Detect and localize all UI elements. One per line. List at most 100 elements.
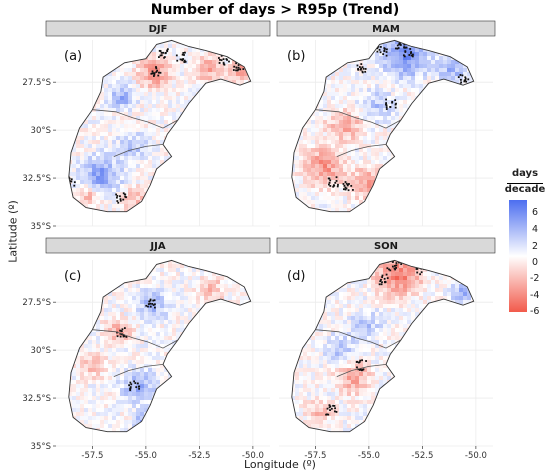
- y-tick-label: 27.5°S: [22, 78, 51, 88]
- significance-dot: [116, 200, 119, 202]
- significance-dot: [218, 57, 220, 59]
- significance-dot: [220, 59, 223, 62]
- x-tick-label: -55.0: [358, 451, 380, 461]
- significance-dot: [329, 405, 332, 408]
- significance-dot: [123, 335, 126, 337]
- panel-tag: (c): [64, 269, 81, 284]
- significance-dot: [335, 411, 338, 413]
- significance-dot: [334, 181, 337, 184]
- significance-dot: [151, 70, 154, 73]
- significance-dot: [149, 302, 152, 305]
- significance-dot: [409, 48, 412, 50]
- significance-dot: [398, 261, 400, 264]
- significance-dot: [136, 382, 139, 385]
- significance-dot: [124, 193, 127, 196]
- legend-tick-2: 2: [532, 241, 539, 252]
- significance-dot: [393, 265, 396, 267]
- significance-dot: [149, 298, 152, 301]
- significance-dot: [116, 335, 119, 338]
- significance-dot: [137, 385, 140, 388]
- significance-dot: [384, 280, 387, 283]
- significance-dot: [162, 51, 165, 54]
- significance-dot: [332, 404, 334, 407]
- significance-dot: [391, 100, 394, 103]
- significance-dot: [385, 51, 388, 53]
- significance-dot: [356, 64, 359, 67]
- significance-dot: [327, 413, 330, 416]
- significance-dot: [385, 98, 387, 101]
- panel-season-label: DJF: [149, 24, 168, 35]
- significance-dot: [176, 59, 179, 62]
- significance-dot: [357, 361, 360, 364]
- significance-dot: [395, 102, 397, 105]
- subbasin-boundary: [315, 109, 402, 129]
- significance-dot: [158, 49, 161, 52]
- significance-dot: [129, 387, 132, 390]
- significance-dot: [395, 262, 398, 264]
- significance-dot: [400, 263, 403, 265]
- legend-tick-neg4: -4: [530, 290, 540, 301]
- significance-dot: [457, 76, 460, 79]
- significance-dot: [380, 278, 382, 281]
- significance-dot: [182, 52, 185, 54]
- panel-strip: [45, 20, 271, 37]
- significance-dot: [329, 179, 332, 182]
- significance-dot: [326, 407, 329, 410]
- significance-dot: [419, 273, 421, 276]
- significance-dot: [464, 77, 467, 80]
- x-tick-label: -52.5: [411, 451, 433, 461]
- panel-djf: DJF (a) 27.5°S 30°S 32.5°S 35°S: [22, 20, 271, 232]
- significance-dot: [360, 63, 363, 65]
- significance-dot: [378, 283, 381, 286]
- significance-dot: [116, 194, 119, 197]
- significance-dot: [156, 69, 159, 72]
- significance-dot: [119, 199, 122, 202]
- significance-dot: [175, 54, 178, 57]
- significance-dot: [408, 258, 410, 260]
- significance-dot: [120, 330, 123, 332]
- significance-dot: [361, 359, 363, 362]
- significance-dot: [360, 67, 362, 70]
- significance-dot: [385, 48, 388, 51]
- x-tick-label: -57.5: [81, 451, 103, 461]
- significance-dot: [239, 68, 242, 71]
- significance-dot: [125, 336, 128, 338]
- significance-dot: [391, 261, 394, 263]
- significance-dot: [352, 189, 354, 191]
- significance-dot: [467, 78, 470, 81]
- x-tick-label: -50.0: [242, 451, 264, 461]
- panel-season-label: MAM: [372, 24, 400, 35]
- significance-dot: [327, 177, 330, 180]
- significance-dot: [119, 335, 122, 338]
- significance-dot: [70, 180, 73, 183]
- significance-dot: [347, 189, 350, 192]
- significance-dot: [333, 405, 336, 407]
- panel-tag: (a): [64, 49, 82, 64]
- significance-dot: [155, 67, 158, 70]
- y-tick-label: 30°S: [31, 346, 51, 356]
- significance-dot: [376, 50, 379, 53]
- significance-dot: [398, 43, 401, 45]
- significance-dot: [345, 187, 348, 190]
- significance-dot: [332, 185, 335, 188]
- significance-dot: [134, 382, 137, 384]
- significance-dot: [405, 46, 408, 49]
- significance-dot: [138, 387, 141, 390]
- significance-dot: [237, 66, 240, 69]
- significance-dot: [379, 280, 382, 283]
- significance-dot: [148, 300, 151, 303]
- significance-dot: [123, 327, 126, 329]
- significance-dot: [379, 46, 382, 48]
- significance-dot: [166, 49, 169, 52]
- significance-dot: [344, 181, 347, 183]
- significance-dot: [218, 62, 221, 64]
- significance-dot: [218, 58, 221, 61]
- y-tick-label: 27.5°S: [22, 298, 51, 308]
- significance-dot: [328, 181, 331, 184]
- panel-strip: [276, 20, 496, 37]
- significance-dot: [403, 43, 406, 46]
- significance-dot: [183, 59, 186, 62]
- significance-dot: [235, 69, 237, 72]
- significance-dot: [420, 271, 423, 274]
- basin-outline: [291, 259, 475, 433]
